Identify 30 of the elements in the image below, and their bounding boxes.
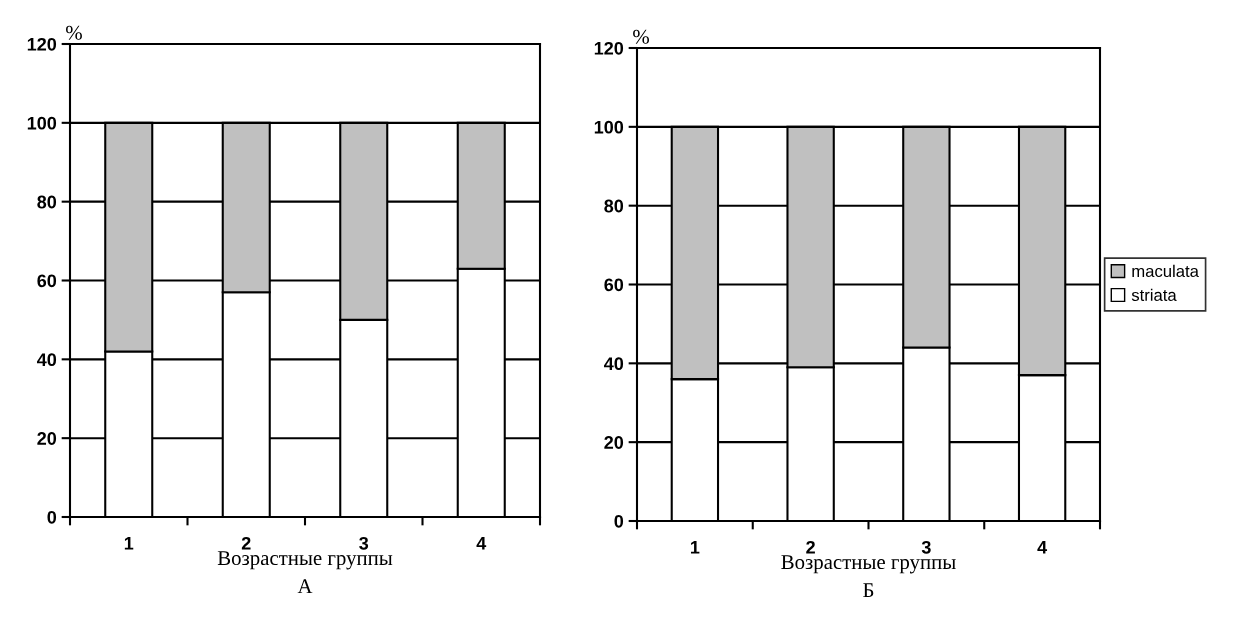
x-axis-title: Возрастные группы [781, 555, 956, 574]
y-tick-label: 80 [37, 195, 57, 209]
y-tick-label: 0 [614, 514, 624, 528]
x-tick-label: 1 [690, 541, 700, 554]
x-tick-label: 4 [476, 537, 487, 550]
x-tick-label: 3 [921, 540, 931, 554]
y-tick-label: 80 [604, 199, 624, 213]
y-tick-label: 100 [27, 116, 57, 130]
x-tick-label: 2 [241, 536, 251, 550]
y-tick-label: 120 [27, 37, 57, 51]
text: А [297, 579, 313, 593]
y-tick-label: 60 [604, 278, 624, 292]
y-tick-label: 0 [47, 510, 57, 524]
legend-label: striata [1131, 288, 1177, 301]
text: Б [863, 583, 874, 597]
x-axis-title: Возрастные группы [217, 551, 393, 570]
x-tick-label: 3 [359, 536, 369, 550]
y-tick-label: 120 [594, 41, 624, 55]
y-tick-label: 20 [37, 432, 57, 445]
y-tick-label: 40 [37, 353, 57, 367]
x-tick-label: 2 [806, 540, 815, 554]
y-tick-label: 40 [604, 357, 624, 371]
y-axis-title: % [633, 29, 650, 44]
legend-label: maculata [1132, 264, 1199, 278]
y-tick-label: 60 [37, 274, 57, 288]
y-tick-label: 100 [594, 120, 624, 134]
x-tick-label: 1 [124, 537, 134, 550]
y-tick-label: 20 [604, 436, 624, 449]
x-tick-label: 4 [1037, 541, 1048, 554]
y-axis-title: % [66, 25, 82, 40]
